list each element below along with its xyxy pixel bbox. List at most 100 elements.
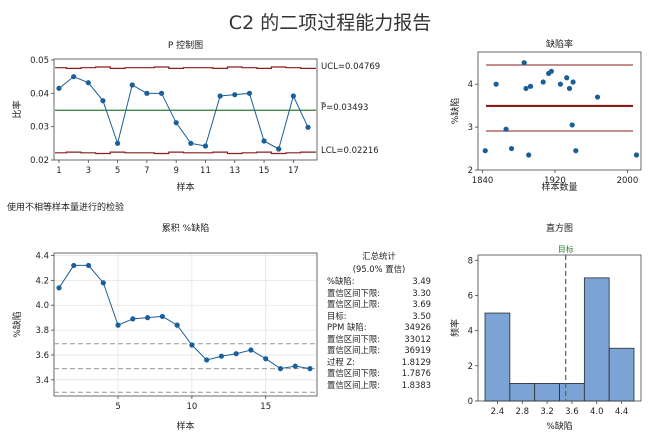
cumulative-point [71,262,77,269]
ucl-line [55,66,316,70]
summary-value: 3.69 [412,299,431,309]
summary-row: 置信区间上限: 36919 [327,345,431,357]
p-chart-point [100,98,106,104]
summary-label: %缺陷: [327,276,355,286]
cumulative-ytick-label: 3.6 [35,351,49,361]
p-chart-ytick-label: 0.05 [30,56,49,66]
p-chart-ytick-label: 0.04 [30,89,49,99]
cumulative-ytick-label: 4.0 [35,301,49,311]
p-chart-point [305,124,311,130]
histogram-ylabel: 频率 [449,319,461,337]
summary-row: 置信区间下限: 1.7876 [327,368,431,380]
p-chart-point [56,85,62,91]
histogram-xtick-label: 2.8 [515,407,529,417]
defect-rate-ylabel: %缺陷 [449,98,461,125]
histogram-ytick-label: 8 [468,256,473,266]
summary-value: 1.8383 [401,379,431,390]
p-chart-point [188,140,194,146]
cumulative-ytick-label: 4.4 [35,251,49,261]
summary-row: 过程 Z: 1.8129 [327,357,431,369]
defect-rate-xtick-label: 2000 [617,176,639,186]
p-chart-point [71,74,77,80]
histogram-ytick-label: 4 [468,327,473,337]
summary-row: 置信区间下限: 33012 [327,334,431,346]
histogram-ytick-label: 6 [468,291,473,301]
defect-rate-point [569,122,575,128]
p-chart-xtick-label: 9 [173,166,178,176]
cumulative-point [189,342,195,348]
summary-row: 置信区间上限: 1.8383 [327,380,431,392]
summary-value: 3.49 [412,276,431,286]
histogram-title: 直方图 [546,222,573,234]
histogram-bar [509,383,536,402]
histogram-bar [559,383,585,402]
histogram-xtick-label: 3.6 [565,407,579,417]
summary-title: 汇总统计 [362,251,396,261]
summary-label: 置信区间下限: [327,287,381,298]
defect-rate-point [570,79,576,85]
defect-rate-point [526,152,532,158]
summary-label: 置信区间下限: [327,333,381,344]
defect-rate-point [573,148,579,154]
histogram-bar [534,383,560,402]
cumulative-series-line [58,264,311,370]
histogram-ytick-label: 0 [468,397,473,407]
histogram-xtick-label: 2.4 [491,407,505,417]
summary-row: 置信区间下限: 3.30 [327,288,431,300]
defect-rate-point [508,145,515,152]
cumulative-point [159,313,165,320]
test-note: 使用不相等样本量进行的检验 [7,203,125,213]
cumulative-point [130,316,136,322]
cumulative-point [174,322,180,328]
defect-rate-point [482,148,488,154]
p-chart-series-line [58,76,309,150]
defect-rate-ytick-label: 2 [468,166,473,176]
defect-rate-point [503,126,509,132]
defect-rate-point [493,81,499,87]
summary-value: 1.7876 [401,368,431,378]
cumulative-point [277,366,284,372]
p-chart-point [232,92,238,98]
defect-rate-point [566,85,573,92]
histogram-xtick-label: 4.0 [590,407,604,417]
defect-rate-ytick-label: 4 [468,80,473,90]
defect-rate-ytick-label: 3 [468,123,473,133]
defect-rate-point [521,60,527,66]
defect-rate-xtick-label: 1920 [544,176,566,186]
histogram-xtick-label: 4.4 [615,407,629,417]
cumulative-xtick-label: 5 [115,402,120,412]
histogram-bar [583,277,610,402]
summary-row: PPM 缺陷: 34926 [327,322,431,334]
cumulative-xtick-label: 15 [260,402,271,412]
summary-label: 置信区间上限: [327,299,381,309]
histogram-bar [484,312,511,402]
p-chart-point [144,90,150,96]
p-chart-xtick-label: 17 [288,166,299,176]
defect-rate-point [548,68,554,74]
p-chart-frame [53,58,318,161]
p-chart-title: P 控制图 [168,39,203,51]
p-chart-point [158,90,165,96]
summary-row: %缺陷: 3.49 [327,276,431,288]
cumulative-frame [53,252,318,397]
p-chart-xtick-label: 3 [86,166,91,176]
p-chart-point [114,140,121,146]
center-label: P=0.03493 [321,103,368,113]
p-chart-xtick-label: 11 [200,166,211,176]
p-chart-point [290,93,296,99]
summary-rows: %缺陷: 3.49 置信区间下限: 3.30 置信区间上限: 3.69 目标: 3.50 PPM… [327,276,431,391]
cumulative-point [85,262,92,269]
defect-rate-point [564,75,570,81]
summary-subtitle: (95.0% 置信) [352,264,406,274]
p-chart-point [173,120,179,126]
p-chart-point [217,93,223,99]
cumulative-ytick-label: 3.4 [35,376,49,386]
histogram-bar [608,347,635,402]
report-title: C2 的二项过程能力报告 [228,12,432,34]
cumulative-point [56,285,62,291]
summary-label: 置信区间上限: [327,345,381,355]
p-chart-xtick-label: 13 [229,166,240,176]
p-chart-xtick-label: 15 [259,166,270,176]
summary-label: PPM 缺陷: [327,322,367,332]
